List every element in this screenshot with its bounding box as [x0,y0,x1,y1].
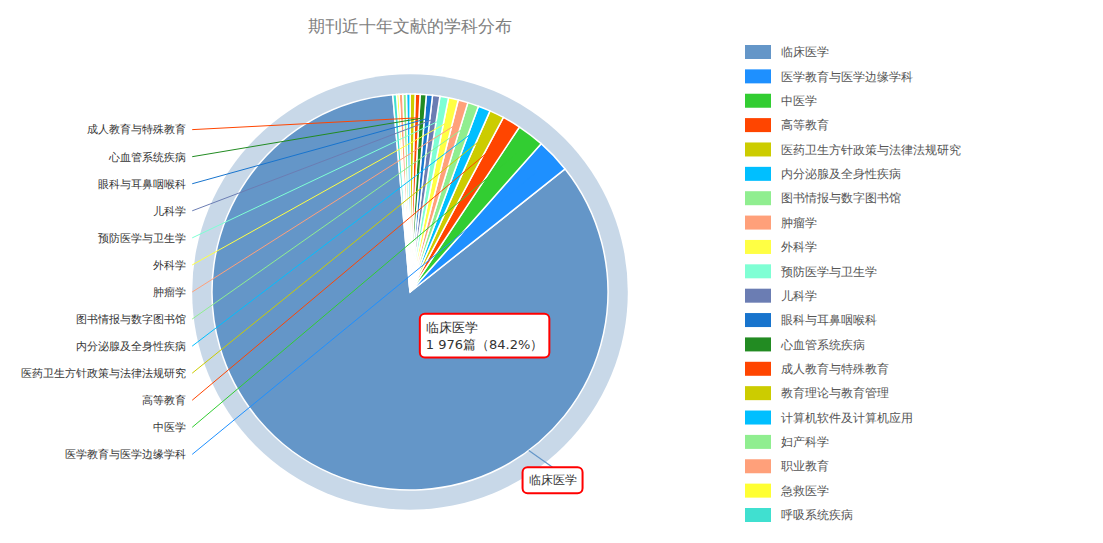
legend-item: 呼吸系统疾病 [745,508,853,522]
callout: 临床医学 [523,467,583,493]
legend-swatch [745,508,771,522]
legend-item: 内分泌腺及全身性疾病 [745,167,901,181]
slice-label: 外科学 [153,259,186,272]
callout-line: 1 976篇（84.2%） [426,337,544,352]
leader-line [192,120,440,237]
slice-label: 医药卫生方针政策与法律法规研究 [21,367,186,380]
pie-shadow [192,74,628,510]
legend-item: 眼科与耳鼻咽喉科 [745,313,877,327]
legend-swatch [745,362,771,376]
leader-line [192,118,417,130]
legend: 临床医学医学教育与医学边缘学科中医学高等教育医药卫生方针政策与法律法规研究内分泌… [745,45,961,522]
legend-label: 临床医学 [781,45,829,59]
legend-label: 成人教育与特殊教育 [781,362,889,376]
slice-label: 预防医学与卫生学 [98,232,186,245]
callout-text: 临床医学 1 976篇（84.2%） [426,320,544,352]
legend-item: 成人教育与特殊教育 [745,362,889,376]
legend-label: 职业教育 [781,459,829,473]
legend-label: 图书情报与数字图书馆 [781,191,901,205]
callout: 临床医学 1 976篇（84.2%） [420,314,550,358]
legend-label: 眼科与耳鼻咽喉科 [781,313,877,327]
legend-swatch [745,69,771,83]
leader-line [192,127,465,319]
slice-label: 肿瘤学 [153,286,186,299]
callout-box [523,467,583,493]
legend-item: 心血管系统疾病 [745,337,865,351]
slice-label: 内分泌腺及全身性疾病 [76,340,186,353]
slice-label: 医学教育与医学边缘学科 [65,448,186,461]
slice-label: 心血管系统疾病 [108,151,186,164]
legend-label: 呼吸系统疾病 [781,508,853,522]
legend-label: 心血管系统疾病 [780,338,865,352]
legend-label: 医药卫生方针政策与法律法规研究 [781,143,961,157]
leader-line [192,119,427,184]
legend-swatch [745,167,771,181]
legend-swatch [745,411,771,425]
legend-item: 急救医学 [745,484,829,498]
leader-line [192,154,516,427]
legend-swatch [745,118,771,132]
legend-label: 急救医学 [780,484,829,498]
legend-label: 妇产科学 [781,435,829,449]
legend-item: 妇产科学 [745,435,829,449]
legend-swatch [745,313,771,327]
slice-label: 中医学 [153,421,186,434]
callout-box [420,314,550,358]
legend-swatch [745,386,771,400]
callout-text: 临床医学 [529,473,577,487]
annotations: 成人教育与特殊教育心血管系统疾病眼科与耳鼻咽喉科儿科学预防医学与卫生学外科学肿瘤… [21,118,582,493]
callout-line: 临床医学 [529,473,577,487]
legend-item: 教育理论与教育管理 [745,386,889,400]
legend-item: 临床医学 [745,45,829,59]
legend-item: 肿瘤学 [745,216,817,230]
leader-line [529,450,553,467]
legend-label: 教育理论与教育管理 [781,386,889,400]
callout-line: 临床医学 [426,320,478,335]
legend-swatch [745,240,771,254]
legend-swatch [745,45,771,59]
legend-label: 内分泌腺及全身性疾病 [781,167,901,181]
legend-item: 计算机软件及计算机应用 [745,411,913,425]
legend-item: 中医学 [745,94,817,108]
legend-swatch [745,142,771,156]
legend-swatch [745,264,771,278]
legend-label: 中医学 [781,94,817,108]
pie [192,74,628,510]
legend-item: 儿科学 [745,289,817,303]
legend-item: 医药卫生方针政策与法律法规研究 [745,142,961,156]
legend-item: 外科学 [745,240,817,254]
legend-item: 职业教育 [745,459,829,473]
legend-item: 高等教育 [745,118,829,132]
slice-label: 眼科与耳鼻咽喉科 [98,178,186,191]
legend-label: 预防医学与卫生学 [781,265,877,279]
legend-item: 预防医学与卫生学 [745,264,877,278]
title: 期刊近十年文献的学科分布 [308,16,512,36]
chart: 期刊近十年文献的学科分布成人教育与特殊教育心血管系统疾病眼科与耳鼻咽喉科儿科学预… [0,0,1103,543]
legend-swatch [745,94,771,108]
pie-slice [410,94,426,292]
slice-label: 儿科学 [153,205,186,218]
legend-swatch [745,337,771,351]
legend-label: 医学教育与医学边缘学科 [781,70,913,84]
legend-swatch [745,435,771,449]
leader-line [192,142,499,400]
legend-item: 医学教育与医学边缘学科 [745,69,913,83]
legend-item: 图书情报与数字图书馆 [745,191,901,205]
legend-swatch [745,289,771,303]
legend-label: 高等教育 [781,118,829,132]
slice-label: 图书情报与数字图书馆 [76,313,186,326]
legend-swatch [745,216,771,230]
legend-swatch [745,484,771,498]
legend-swatch [745,191,771,205]
leader-line [192,118,421,157]
legend-swatch [745,459,771,473]
legend-label: 儿科学 [781,289,817,303]
slice-label: 成人教育与特殊教育 [87,123,186,136]
slice-label: 高等教育 [142,394,186,407]
legend-label: 外科学 [781,240,817,254]
legend-label: 肿瘤学 [781,216,817,230]
legend-label: 计算机软件及计算机应用 [781,411,913,425]
leader-line [192,119,433,211]
